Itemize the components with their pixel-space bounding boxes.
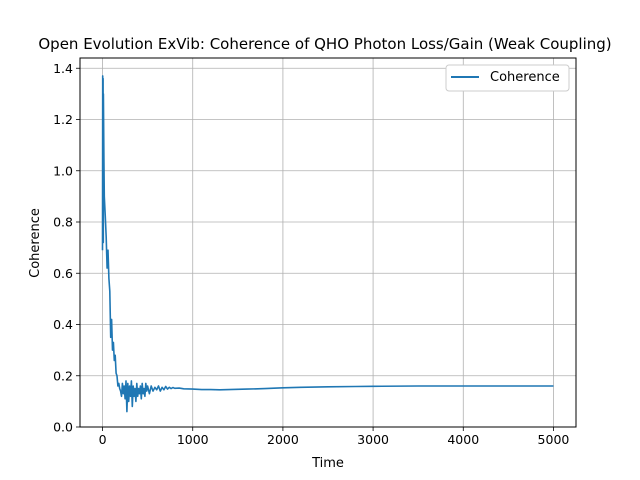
legend: Coherence <box>445 64 570 92</box>
x-axis-ticks: 0 1000 2000 3000 4000 5000 <box>99 427 570 447</box>
y-axis-ticks: 0.0 0.2 0.4 0.6 0.8 1.0 1.2 1.4 <box>53 61 80 435</box>
x-tick-label: 2000 <box>267 432 299 447</box>
y-tick-label: 0.2 <box>53 368 73 383</box>
y-tick-label: 0.6 <box>53 266 73 281</box>
y-tick-label: 0.8 <box>53 215 73 230</box>
x-axis-label: Time <box>311 456 344 471</box>
plot-series <box>101 75 554 413</box>
x-tick-label: 1000 <box>177 432 209 447</box>
legend-box <box>445 64 570 92</box>
y-tick-label: 1.2 <box>53 112 73 127</box>
y-tick-label: 1.0 <box>53 163 73 178</box>
y-tick-label: 0.0 <box>53 420 73 435</box>
legend-label-coherence: Coherence <box>490 70 560 85</box>
x-tick-label: 0 <box>99 432 107 447</box>
plot-area-frame <box>79 57 577 428</box>
x-tick-label: 4000 <box>447 432 479 447</box>
y-tick-label: 0.4 <box>53 317 73 332</box>
series-line-coherence <box>101 75 554 413</box>
x-tick-label: 5000 <box>538 432 570 447</box>
y-axis-label: Coherence <box>28 208 43 278</box>
y-tick-label: 1.4 <box>53 61 73 76</box>
chart-title: Open Evolution ExVib: Coherence of QHO P… <box>38 35 611 53</box>
x-tick-label: 3000 <box>357 432 389 447</box>
grid-lines <box>80 58 576 428</box>
